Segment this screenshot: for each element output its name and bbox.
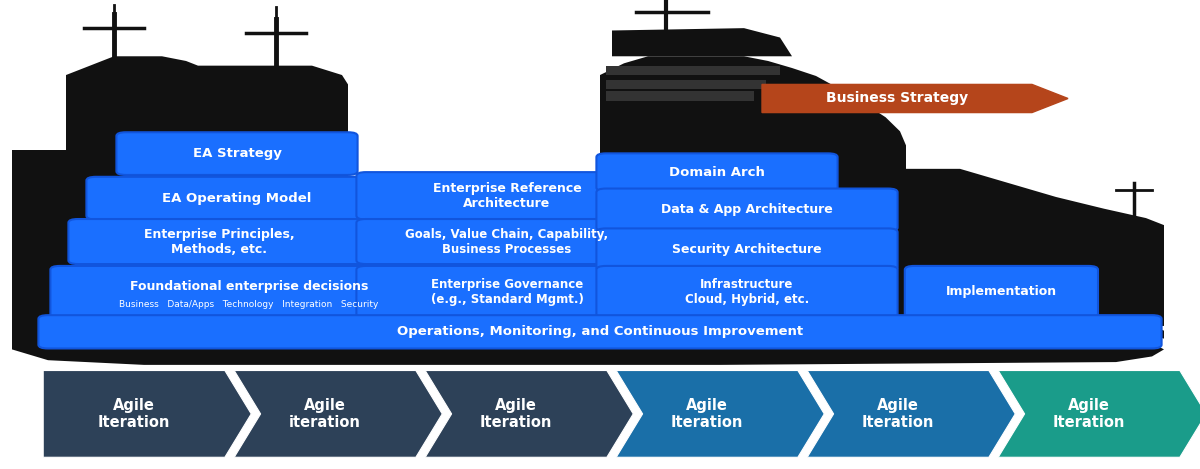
Polygon shape [66, 220, 114, 326]
Text: Operations, Monitoring, and Continuous Improvement: Operations, Monitoring, and Continuous I… [397, 325, 803, 338]
FancyBboxPatch shape [116, 132, 358, 175]
FancyBboxPatch shape [596, 266, 898, 318]
Circle shape [448, 175, 500, 196]
Text: Agile
Iteration: Agile Iteration [480, 398, 552, 430]
Polygon shape [998, 371, 1200, 457]
Text: EA Operating Model: EA Operating Model [162, 192, 312, 204]
Polygon shape [612, 28, 792, 56]
Text: Enterprise Reference
Architecture: Enterprise Reference Architecture [433, 182, 581, 210]
Text: Domain Arch: Domain Arch [670, 166, 764, 179]
Text: Agile
Iteration: Agile Iteration [671, 398, 743, 430]
FancyBboxPatch shape [356, 219, 658, 264]
Polygon shape [12, 324, 1164, 339]
Polygon shape [12, 333, 1164, 365]
Polygon shape [12, 197, 48, 209]
Polygon shape [43, 371, 251, 457]
Polygon shape [606, 80, 766, 89]
Text: Enterprise Governance
(e.g., Standard Mgmt.): Enterprise Governance (e.g., Standard Mg… [431, 278, 583, 306]
Text: Implementation: Implementation [946, 286, 1057, 298]
Polygon shape [66, 56, 348, 220]
FancyBboxPatch shape [356, 172, 658, 219]
FancyBboxPatch shape [596, 228, 898, 271]
Polygon shape [234, 371, 443, 457]
Text: Agile
Iteration: Agile Iteration [862, 398, 935, 430]
Polygon shape [617, 371, 824, 457]
Polygon shape [906, 169, 1164, 326]
FancyBboxPatch shape [50, 266, 448, 318]
Text: Foundational enterprise decisions: Foundational enterprise decisions [130, 280, 368, 293]
FancyBboxPatch shape [86, 177, 388, 219]
Text: Security Architecture: Security Architecture [672, 243, 822, 256]
Polygon shape [808, 371, 1015, 457]
FancyBboxPatch shape [38, 315, 1162, 348]
Polygon shape [12, 209, 66, 220]
Text: EA Strategy: EA Strategy [192, 147, 282, 160]
Polygon shape [606, 66, 780, 75]
FancyBboxPatch shape [596, 153, 838, 191]
Text: Goals, Value Chain, Capability,
Business Processes: Goals, Value Chain, Capability, Business… [406, 227, 608, 256]
Polygon shape [606, 91, 754, 101]
FancyBboxPatch shape [596, 189, 898, 231]
Text: Business Strategy: Business Strategy [826, 91, 968, 106]
Polygon shape [600, 56, 906, 326]
Polygon shape [348, 220, 600, 326]
Polygon shape [762, 84, 1068, 113]
Text: Agile
iteration: Agile iteration [289, 398, 361, 430]
Text: Business   Data/Apps   Technology   Integration   Security: Business Data/Apps Technology Integratio… [119, 300, 379, 309]
Polygon shape [425, 371, 634, 457]
Text: Infrastructure
Cloud, Hybrid, etc.: Infrastructure Cloud, Hybrid, etc. [685, 278, 809, 306]
FancyBboxPatch shape [356, 266, 658, 318]
Polygon shape [12, 150, 66, 326]
Text: Enterprise Principles,
Methods, etc.: Enterprise Principles, Methods, etc. [144, 227, 294, 256]
FancyBboxPatch shape [905, 266, 1098, 318]
Text: Agile
Iteration: Agile Iteration [1052, 398, 1126, 430]
FancyBboxPatch shape [68, 219, 370, 264]
Text: Data & App Architecture: Data & App Architecture [661, 204, 833, 216]
Text: Agile
Iteration: Agile Iteration [98, 398, 170, 430]
